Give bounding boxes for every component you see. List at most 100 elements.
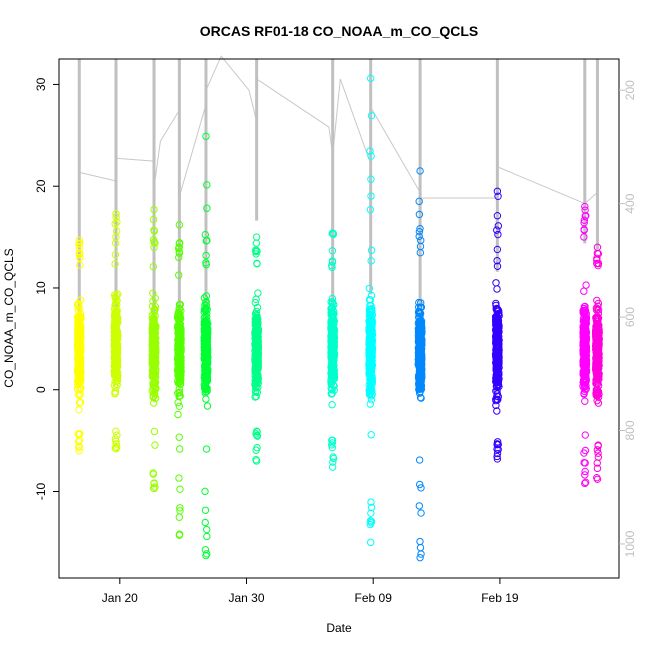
data-point (581, 397, 589, 405)
data-point (203, 525, 211, 534)
data-point (201, 336, 209, 344)
data-point (149, 289, 157, 297)
data-point (150, 238, 158, 246)
flight-series-1 (110, 209, 122, 453)
data-point (75, 338, 84, 346)
data-point (582, 362, 590, 371)
data-point (174, 398, 182, 407)
data-point (368, 339, 376, 348)
right-tick-label-1: 400 (623, 193, 637, 213)
data-point (367, 503, 376, 512)
data-point (329, 229, 338, 238)
data-point (175, 445, 184, 453)
data-point (594, 306, 603, 314)
data-point (251, 298, 260, 307)
data-point (365, 284, 373, 293)
data-point (493, 407, 501, 415)
data-point (74, 300, 82, 308)
data-point (493, 211, 502, 220)
data-point (593, 345, 602, 353)
data-point (495, 351, 503, 359)
data-point (365, 352, 373, 360)
data-point (493, 332, 501, 341)
data-point (202, 298, 210, 306)
data-point (150, 227, 159, 235)
data-point (368, 320, 376, 328)
data-point (493, 452, 501, 461)
data-point (329, 453, 337, 461)
data-point (580, 344, 589, 353)
data-point (151, 379, 159, 387)
data-point (593, 385, 601, 393)
data-point (75, 240, 83, 248)
pressure-track-line (79, 55, 598, 216)
data-point (113, 306, 121, 315)
data-point (592, 361, 600, 370)
x-axis: Jan 20 Jan 30 Feb 09 Feb 19 (102, 578, 519, 605)
flight-series-8 (414, 167, 426, 562)
data-point (593, 305, 602, 313)
data-point (74, 379, 82, 387)
right-tick-label-4: 1000 (623, 530, 637, 557)
data-point (112, 209, 120, 218)
data-point (494, 192, 502, 200)
data-point (175, 392, 184, 400)
data-point (416, 242, 425, 251)
data-point (200, 341, 209, 349)
data-point (201, 518, 209, 527)
data-point (492, 301, 500, 310)
data-point (74, 438, 83, 446)
data-point (75, 236, 83, 244)
data-point (416, 327, 424, 335)
data-point (113, 340, 122, 348)
data-point (416, 537, 424, 546)
data-point (366, 205, 375, 214)
data-point (201, 487, 209, 496)
data-point (414, 309, 423, 317)
data-point (151, 394, 159, 403)
data-point (203, 550, 211, 558)
data-point (581, 386, 590, 394)
data-point (366, 363, 375, 371)
data-point (593, 331, 601, 340)
data-point (75, 399, 84, 407)
y-tick-label-0: -10 (34, 483, 48, 501)
data-point (201, 318, 210, 326)
data-point (112, 315, 120, 323)
data-point (580, 226, 588, 234)
data-point (329, 345, 338, 354)
data-point (202, 395, 210, 403)
data-point (327, 337, 335, 345)
data-point (581, 467, 589, 476)
data-point (494, 445, 502, 454)
data-point (593, 324, 601, 332)
data-point (328, 443, 336, 452)
data-point (418, 365, 426, 373)
data-point (174, 410, 182, 419)
data-point (580, 303, 589, 311)
data-point (328, 299, 336, 308)
data-point (329, 310, 338, 318)
data-point (201, 546, 210, 554)
data-point (367, 192, 375, 200)
data-point (73, 340, 82, 349)
data-point (328, 257, 337, 265)
y-axis: -10 0 10 20 30 (34, 77, 59, 500)
data-point (594, 353, 602, 361)
data-point (202, 388, 210, 396)
data-point (328, 294, 337, 303)
data-point (329, 330, 338, 338)
flight-series-0 (73, 236, 85, 455)
data-point (493, 327, 502, 336)
data-point (113, 373, 121, 381)
data-point (581, 307, 589, 315)
data-point (415, 232, 423, 241)
data-point (366, 379, 375, 387)
data-point (581, 212, 589, 220)
data-point (252, 392, 260, 401)
data-point (416, 480, 424, 489)
data-point (493, 187, 502, 195)
data-point (151, 239, 159, 247)
data-point (595, 370, 603, 379)
data-point (113, 359, 122, 367)
